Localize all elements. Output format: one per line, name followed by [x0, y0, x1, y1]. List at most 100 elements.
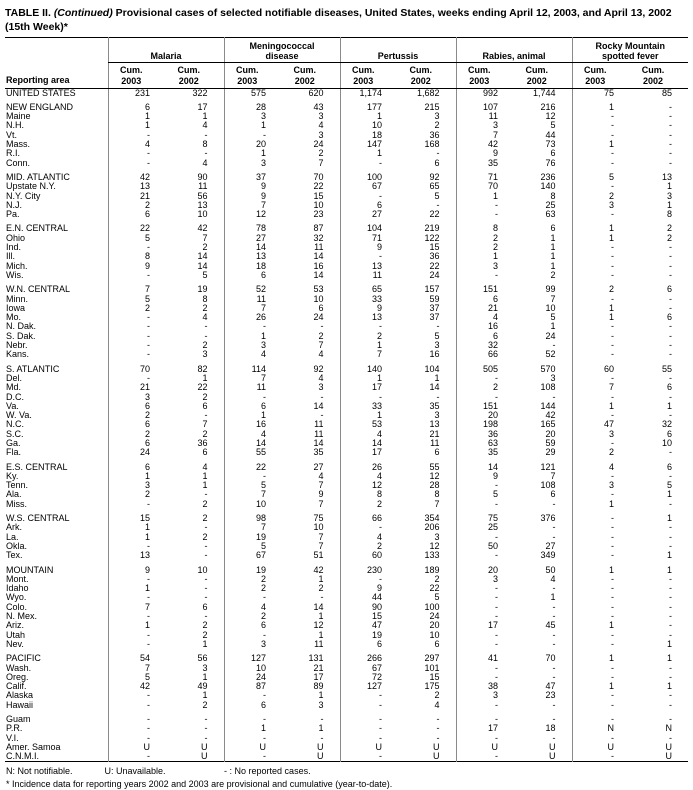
- value-cell: -: [107, 723, 166, 734]
- value-cell: 17: [339, 382, 399, 393]
- value-cell: 5: [550, 120, 556, 131]
- value-cell: -: [552, 522, 556, 533]
- value-cell: 55: [662, 363, 673, 374]
- table-row: R.I. - - 1 2 1 - 9 6 - -: [5, 148, 688, 159]
- table-row: N.J. 2 13 7 10 6 - - 25 3 1: [5, 200, 688, 211]
- value-cell: 7: [455, 130, 515, 141]
- value-cell: -: [669, 260, 673, 271]
- value-cell: 21: [429, 428, 440, 439]
- value-cell: -: [107, 149, 166, 159]
- value-cell: 42: [107, 681, 166, 692]
- value-cell: 1: [571, 139, 631, 150]
- table-row: Alaska -1-1-2 3 23- -: [5, 691, 688, 701]
- value-cell: 101: [424, 662, 440, 673]
- value-cell: -: [339, 714, 399, 725]
- value-cell: 4: [339, 429, 399, 439]
- value-cell: -: [436, 148, 440, 159]
- value-cell: 75: [455, 513, 515, 524]
- value-cell: [339, 560, 399, 566]
- value-cell: -: [571, 663, 631, 673]
- value-cell: 1: [223, 410, 282, 421]
- value-cell: [107, 710, 166, 715]
- value-cell: 7: [223, 200, 282, 211]
- value-cell: 2: [318, 330, 324, 341]
- reporting-area-cell: Pa.: [6, 210, 20, 220]
- value-cell: 2: [107, 490, 166, 500]
- value-cell: -: [552, 662, 556, 673]
- value-cell: 1: [550, 251, 556, 262]
- table-row: La. 1 2 19 7 4 3 - - - -: [5, 532, 688, 542]
- table-row: Del. - 1 7 4 1 1 - 3 - -: [5, 373, 688, 384]
- subheader-row: Cum. 2003 Cum. 2002 Cum. 2003 Cum. 2002 Cum.…: [5, 62, 689, 89]
- value-cell: 1: [339, 410, 399, 421]
- value-cell: -: [339, 523, 399, 533]
- value-cell: [571, 359, 631, 365]
- value-cell: 66: [455, 350, 515, 360]
- value-cell: -: [669, 302, 673, 313]
- value-cell: -: [669, 129, 673, 140]
- value-cell: -: [571, 111, 631, 122]
- value-cell: 4: [339, 532, 399, 542]
- value-cell: 82: [197, 363, 208, 374]
- reporting-area-cell: Utah: [6, 630, 26, 640]
- value-cell: 41: [455, 653, 515, 664]
- value-cell: 1: [318, 629, 324, 640]
- value-cell: 99: [545, 284, 556, 295]
- value-cell: 16: [429, 349, 440, 360]
- value-cell: 2: [339, 541, 399, 552]
- value-cell: 266: [339, 653, 399, 664]
- value-cell: [455, 560, 515, 566]
- value-cell: 2: [107, 410, 166, 421]
- value-cell: -: [571, 672, 631, 683]
- value-cell: 17: [455, 621, 515, 631]
- value-cell: 1: [667, 489, 673, 500]
- value-cell: -: [571, 331, 631, 342]
- cum-label: Cum.: [352, 65, 375, 76]
- value-cell: 78: [223, 224, 282, 234]
- value-cell: -: [571, 700, 631, 710]
- value-cell: -: [204, 129, 208, 140]
- value-cell: [107, 167, 166, 173]
- reporting-area-cell: W.N. CENTRAL: [6, 285, 71, 295]
- value-cell: U: [223, 742, 282, 753]
- value-cell: 6: [223, 401, 282, 412]
- value-cell: 21: [313, 662, 324, 673]
- reporting-area-cell: Ky.: [6, 471, 19, 481]
- legend-not-notifiable: N: Not notifiable.: [6, 766, 73, 777]
- value-cell: -: [455, 593, 515, 603]
- value-cell: 10: [197, 564, 208, 575]
- value-cell: 35: [313, 447, 324, 458]
- value-cell: -: [669, 340, 673, 351]
- value-cell: 76: [545, 157, 556, 168]
- value-cell: -: [552, 340, 556, 351]
- value-cell: -: [455, 583, 515, 594]
- value-cell: 22: [197, 382, 208, 393]
- value-cell: -: [455, 392, 515, 402]
- value-cell: -: [571, 158, 631, 168]
- value-cell: -: [571, 513, 631, 524]
- table-row: Minn. 5 8 11 10 33 59 6 7 - -: [5, 293, 688, 304]
- value-cell: -: [571, 752, 631, 762]
- value-cell: -: [339, 191, 399, 201]
- value-cell: -: [669, 293, 673, 304]
- value-cell: 2: [202, 340, 208, 351]
- value-cell: 6: [339, 639, 399, 650]
- value-cell: 2: [202, 498, 208, 509]
- value-cell: [223, 649, 282, 655]
- value-cell: -: [571, 130, 631, 141]
- value-cell: 1: [667, 513, 673, 524]
- value-cell: 157: [424, 284, 440, 295]
- value-cell: 2: [318, 583, 324, 594]
- value-cell: 43: [313, 101, 324, 112]
- table-row: W.S. CENTRAL 15 2 98 75 66 354 75 376 - 1: [5, 513, 688, 524]
- cum-label: Cum.: [641, 65, 665, 76]
- value-cell: [339, 167, 399, 173]
- value-cell: 13: [223, 252, 282, 262]
- value-cell: -: [339, 158, 399, 168]
- value-cell: -: [320, 321, 324, 332]
- value-cell: [223, 167, 282, 173]
- value-cell: -: [204, 611, 208, 622]
- value-cell: 2: [455, 382, 515, 393]
- value-cell: 4: [107, 139, 166, 150]
